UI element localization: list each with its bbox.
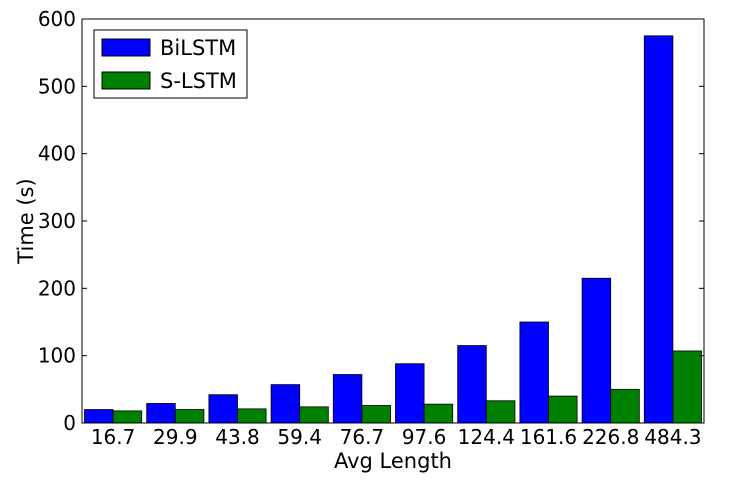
legend-swatch-slstm — [101, 71, 151, 90]
legend-swatch-bilstm — [101, 38, 151, 57]
bar-slstm-97.6 — [423, 403, 454, 424]
x-tick-label-16.7: 16.7 — [91, 425, 136, 449]
bar-slstm-226.8 — [610, 388, 640, 424]
bar-slstm-161.6 — [548, 395, 578, 424]
bar-bilstm-484.3 — [643, 35, 674, 424]
y-tick-label-100: 100 — [38, 344, 76, 368]
bar-bilstm-124.4 — [457, 345, 487, 424]
x-tick-label-76.7: 76.7 — [340, 425, 385, 449]
y-tick-label-200: 200 — [38, 276, 76, 300]
y-axis-label: Time (s) — [14, 178, 38, 264]
bar-bilstm-29.9 — [146, 403, 176, 424]
bar-bilstm-97.6 — [395, 363, 425, 424]
x-axis-label: Avg Length — [334, 449, 452, 473]
bar-bilstm-43.8 — [208, 394, 238, 424]
bar-bilstm-161.6 — [519, 321, 549, 424]
y-tick-label-0: 0 — [63, 411, 76, 435]
legend-label-bilstm: BiLSTM — [160, 36, 236, 60]
bar-slstm-29.9 — [174, 409, 205, 424]
y-tick-label-600: 600 — [38, 7, 76, 31]
bar-slstm-484.3 — [672, 350, 702, 424]
bar-slstm-16.7 — [112, 410, 143, 424]
bars-layer — [84, 35, 702, 424]
y-tick-label-300: 300 — [38, 209, 76, 233]
bar-slstm-43.8 — [237, 408, 267, 424]
y-tick-label-400: 400 — [38, 142, 76, 166]
bar-bilstm-76.7 — [332, 374, 363, 424]
bar-bilstm-226.8 — [581, 277, 612, 424]
x-tick-label-43.8: 43.8 — [215, 425, 260, 449]
bar-slstm-124.4 — [485, 400, 516, 424]
bar-slstm-76.7 — [361, 405, 391, 424]
x-tick-label-59.4: 59.4 — [277, 425, 322, 449]
y-axis: 0 100 200 300 400 500 600 — [38, 7, 704, 435]
x-tick-label-124.4: 124.4 — [458, 425, 515, 449]
bar-bilstm-59.4 — [270, 384, 301, 424]
x-tick-label-97.6: 97.6 — [402, 425, 447, 449]
legend: BiLSTM S-LSTM — [93, 29, 248, 99]
bar-slstm-59.4 — [299, 406, 329, 424]
x-tick-label-29.9: 29.9 — [153, 425, 198, 449]
bar-bilstm-16.7 — [84, 409, 114, 424]
y-tick-label-500: 500 — [38, 74, 76, 98]
x-axis: 16.7 29.9 43.8 59.4 76.7 97.6 124.4 161.6 226.8 4… — [91, 425, 702, 449]
legend-label-slstm: S-LSTM — [160, 69, 237, 93]
x-tick-label-484.3: 484.3 — [644, 425, 701, 449]
x-tick-label-161.6: 161.6 — [520, 425, 577, 449]
x-tick-label-226.8: 226.8 — [582, 425, 639, 449]
